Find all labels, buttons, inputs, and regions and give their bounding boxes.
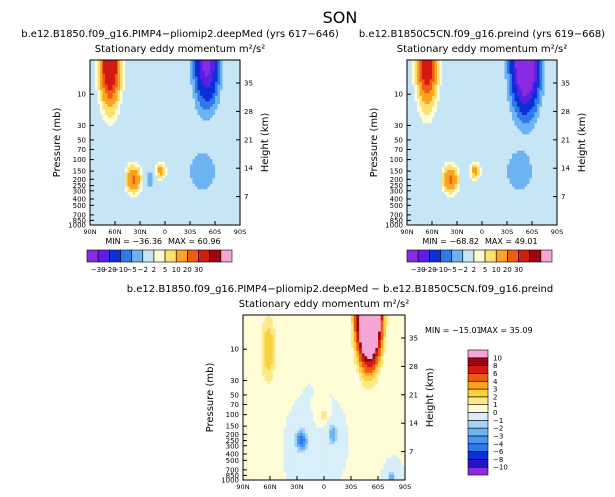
panel-subtitle: Stationary eddy momentum m²/s²: [95, 44, 265, 55]
heatmap-cells: [407, 60, 558, 226]
y-tick-label: 100: [73, 156, 86, 164]
y-tick-label: 30: [77, 122, 86, 130]
figure-title: SON: [323, 8, 358, 27]
y-tick-label: 500: [73, 202, 86, 210]
panel-preind: b.e12.B1850C5CN.f09_g16.preind (yrs 619−…: [359, 29, 605, 246]
y-tick-label: 300: [73, 187, 86, 195]
height-tick-label: 28: [244, 108, 253, 116]
panel-title: b.e12.B1850.f09_g16.PIMP4−pliomip2.deepM…: [21, 29, 339, 40]
heatmap-cells: [90, 60, 241, 226]
max-label: MAX = 60.96: [168, 237, 221, 246]
y-tick-label: 70: [77, 146, 86, 154]
min-label: MIN = −36.36: [105, 237, 162, 246]
height-tick-label: 35: [244, 79, 253, 87]
x-tick-label: 30S: [184, 228, 196, 236]
y-tick-label: 1000: [68, 222, 86, 230]
panel-deepmed: b.e12.B1850.f09_g16.PIMP4−pliomip2.deepM…: [21, 29, 339, 246]
y-axis-label: Pressure (mb): [52, 108, 63, 178]
y-tick-label: 50: [77, 136, 86, 144]
x-tick-label: 60N: [108, 228, 121, 236]
height-tick-label: 14: [244, 165, 253, 173]
x-tick-label: 60S: [209, 228, 221, 236]
y-tick-label: 10: [77, 91, 86, 99]
x-tick-label: 0: [163, 228, 167, 236]
right-axis-label: Height (km): [260, 113, 271, 173]
y-tick-label: 150: [73, 168, 86, 176]
x-tick-label: 90S: [234, 228, 246, 236]
height-tick-label: 7: [244, 193, 248, 201]
height-tick-label: 21: [244, 136, 253, 144]
x-tick-label: 30N: [133, 228, 146, 236]
